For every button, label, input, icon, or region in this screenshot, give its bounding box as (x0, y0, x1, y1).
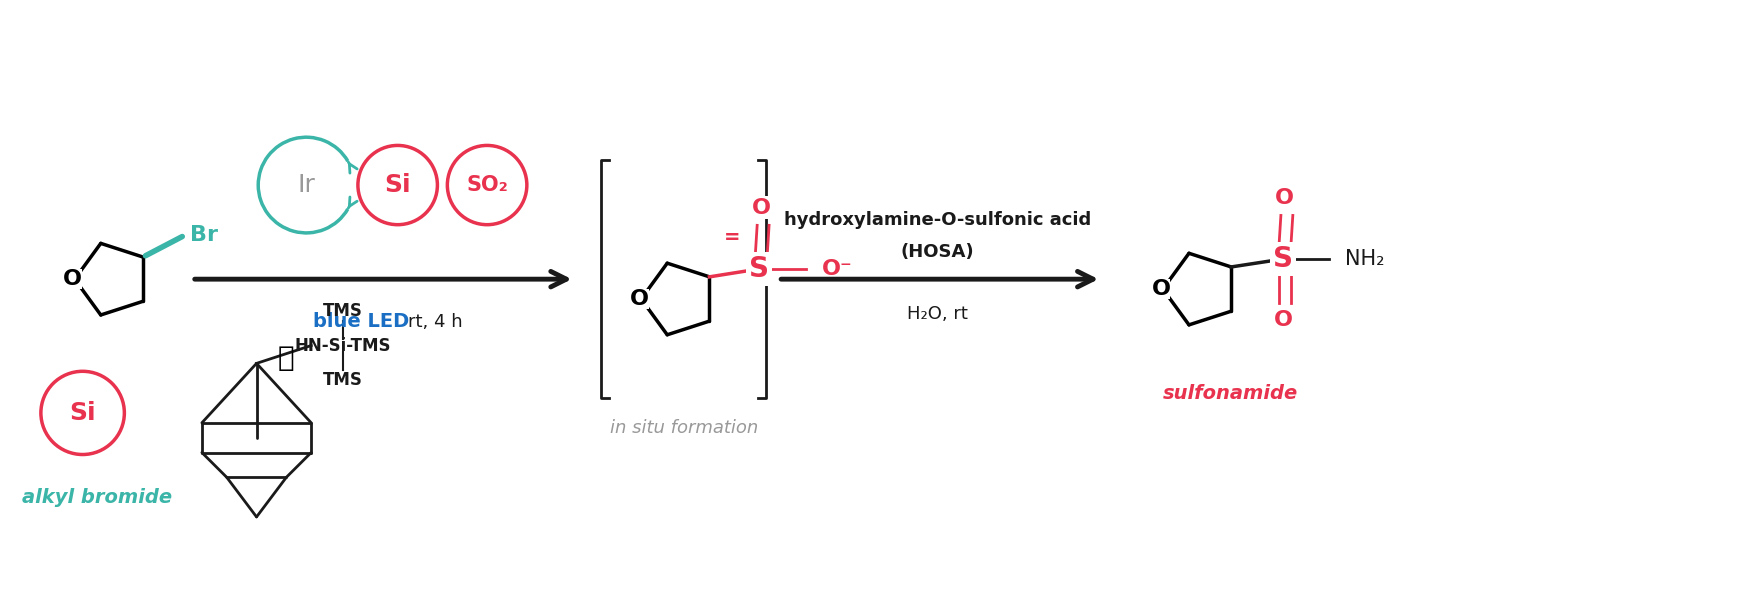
Text: in situ formation: in situ formation (610, 419, 759, 437)
Text: Si: Si (384, 173, 412, 197)
Text: =: = (724, 228, 741, 247)
Text: NH₂: NH₂ (1346, 249, 1386, 269)
Text: hydroxylamine-O-sulfonic acid: hydroxylamine-O-sulfonic acid (783, 211, 1091, 229)
Text: Si: Si (70, 401, 96, 425)
Text: S: S (1274, 245, 1293, 273)
Text: Br: Br (189, 225, 217, 245)
Text: rt, 4 h: rt, 4 h (408, 313, 463, 331)
Text: HN-Si-TMS: HN-Si-TMS (294, 337, 391, 355)
Text: S: S (750, 255, 769, 283)
Text: SO₂: SO₂ (466, 175, 508, 195)
Text: O: O (752, 198, 771, 217)
Text: O: O (629, 289, 648, 309)
Text: blue LED: blue LED (314, 312, 408, 331)
Text: (HOSA): (HOSA) (901, 244, 974, 261)
Text: O: O (1274, 311, 1293, 330)
Text: H₂O, rt: H₂O, rt (908, 305, 967, 323)
Text: O: O (63, 269, 82, 289)
Text: O: O (1151, 279, 1170, 299)
Text: TMS: TMS (322, 302, 363, 320)
Text: O⁻: O⁻ (822, 259, 853, 279)
Text: O: O (1275, 188, 1295, 207)
Text: alkyl bromide: alkyl bromide (23, 488, 173, 507)
Text: Ir: Ir (298, 173, 315, 197)
Text: 💡: 💡 (279, 345, 294, 372)
Text: sulfonamide: sulfonamide (1163, 384, 1298, 403)
Text: TMS: TMS (322, 371, 363, 389)
